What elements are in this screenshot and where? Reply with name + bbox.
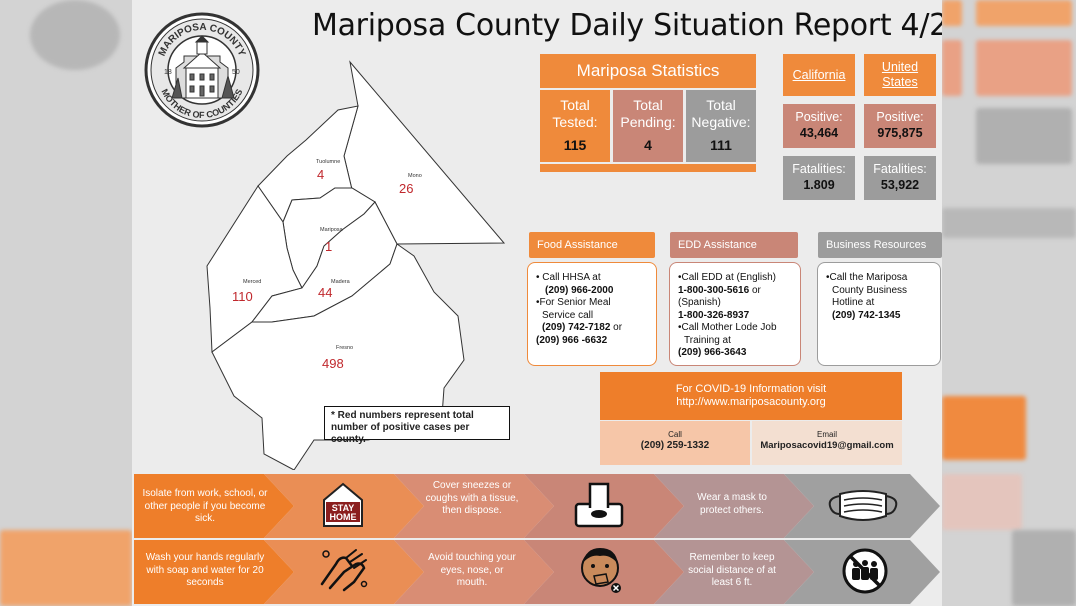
hand-washing-icon [316,544,372,594]
business-resources-heading: Business Resources [818,232,942,258]
us-positive-value: 975,875 [877,126,923,140]
total-negative-label: Total Negative: [691,97,751,130]
map-note: * Red numbers represent total number of … [324,406,510,445]
food-line: • Call HHSA at [536,272,601,283]
food-phone-1: (209) 966-2000 [545,284,614,296]
call-label: Call [668,430,682,439]
blurred-right-edge [942,0,1076,606]
courthouse-icon [171,35,235,99]
covid-email-box: Email Mariposacovid19@gmail.com [752,421,902,465]
email-link[interactable]: Mariposacovid19@gmail.com [760,440,894,451]
call-phone-link[interactable]: (209) 259-1332 [640,440,710,451]
covid-info-banner: For COVID-19 Information visit http://ww… [600,372,902,420]
county-count-merced: 110 [232,289,253,304]
tip-isolate: Isolate from work, school, or other peop… [142,488,268,524]
food-or: or [610,322,623,333]
edd-phone-2: 1-800-326-8937 [678,309,750,321]
total-tested-label: Total Tested: [552,97,598,130]
stay-text: STAY [332,503,355,513]
county-name-mariposa: Mariposa [320,227,344,233]
email-label: Email [816,430,837,439]
us-fatalities-value: 53,922 [880,178,920,192]
edd-or: or [749,284,761,296]
county-name-merced: Merced [243,279,261,285]
tissue-box-icon [572,480,626,530]
food-assistance-heading: Food Assistance [529,232,655,258]
edd-line: •Call Mother Lode Job [678,322,777,333]
united-states-link[interactable]: United States [864,54,936,96]
stay-home-icon: STAY HOME [322,482,364,528]
us-fatalities-label: Fatalities: [873,162,927,176]
tip-social-distance: Remember to keep social distance of at l… [688,552,776,588]
seal-year-right: 50 [232,69,240,76]
face-touching-icon [576,544,626,596]
no-crowds-icon [840,546,890,596]
california-positive: Positive: 43,464 [783,104,855,148]
edd-phone-3: (209) 966-3643 [678,347,747,358]
covid-call-box: Call (209) 259-1332 [600,421,750,465]
face-mask-icon [826,488,900,524]
prevention-tips: Isolate from work, school, or other peop… [132,472,942,606]
business-line: Hotline at [832,297,875,308]
tip-wash: Wash your hands regularly with soap and … [145,552,265,588]
california-fatalities: Fatalities: 1.809 [783,156,855,200]
edd-line: •Call EDD at (English) [678,272,776,283]
total-pending-label: Total Pending: [620,97,676,130]
california-fatalities-value: 1.809 [803,178,835,192]
tip-avoid-touching: Avoid touching your eyes, nose, or mouth… [428,552,516,588]
food-phone-3: (209) 966 -6632 [536,334,608,346]
county-name-tuolumne: Tuolumne [316,159,340,165]
stats-footer-bar [540,164,756,172]
food-phone-2: (209) 742-7182 [542,322,611,333]
seal-year-left: 18 [164,69,172,76]
us-positive: Positive: 975,875 [864,104,936,148]
business-resources-panel: •Call the Mariposa County Business Hotli… [817,262,941,366]
county-seal: MARIPOSA COUNTY MOTHER OF COUNTIES 18 50 [144,12,260,128]
edd-assistance-panel: •Call EDD at (English) 1-800-300-5616 or… [669,262,801,366]
california-link[interactable]: California [783,54,855,96]
edd-line: (Spanish) [678,297,721,308]
county-name-mono: Mono [408,173,422,179]
situation-report-poster: Mariposa County Daily Situation Report 4… [132,0,942,606]
total-tested-cell: Total Tested: 115 [540,90,610,162]
mariposa-stats-heading: Mariposa Statistics [540,54,756,88]
total-pending-cell: Total Pending: 4 [613,90,683,162]
edd-assistance-heading: EDD Assistance [670,232,798,258]
tip-mask: Wear a mask to protect others. [697,492,767,516]
food-line: •For Senior Meal [536,297,611,308]
business-line: •Call the Mariposa [826,272,908,283]
county-count-tuolumne: 4 [317,167,324,182]
county-name-fresno: Fresno [336,345,353,351]
county-count-mono: 26 [399,181,413,196]
food-assistance-panel: • Call HHSA at (209) 966-2000 •For Senio… [527,262,657,366]
total-negative-value: 111 [710,137,732,153]
county-count-madera: 44 [318,285,332,300]
california-positive-value: 43,464 [799,126,839,140]
edd-phone-1: 1-800-300-5616 [678,284,750,296]
county-name-madera: Madera [331,279,351,285]
us-fatalities: Fatalities: 53,922 [864,156,936,200]
business-line: County Business [832,284,908,296]
covid-info-heading: For COVID-19 Information visit [675,383,827,395]
california-fatalities-label: Fatalities: [792,162,846,176]
total-pending-value: 4 [644,137,652,153]
total-tested-value: 115 [563,137,587,153]
report-title: Mariposa County Daily Situation Report 4… [312,8,942,43]
county-count-mariposa: 1 [325,239,332,254]
total-negative-cell: Total Negative: 111 [686,90,756,162]
tip-cover: Cover sneezes or coughs with a tissue, t… [425,480,519,516]
county-website-link[interactable]: http://www.mariposacounty.org [676,396,826,408]
business-phone: (209) 742-1345 [832,309,901,321]
edd-line: Training at [684,334,731,346]
home-text: HOME [330,512,357,522]
food-line: Service call [542,309,594,321]
us-positive-label: Positive: [876,110,924,124]
blurred-left-edge [0,0,132,606]
california-positive-label: Positive: [795,110,843,124]
county-count-fresno: 498 [322,356,344,371]
